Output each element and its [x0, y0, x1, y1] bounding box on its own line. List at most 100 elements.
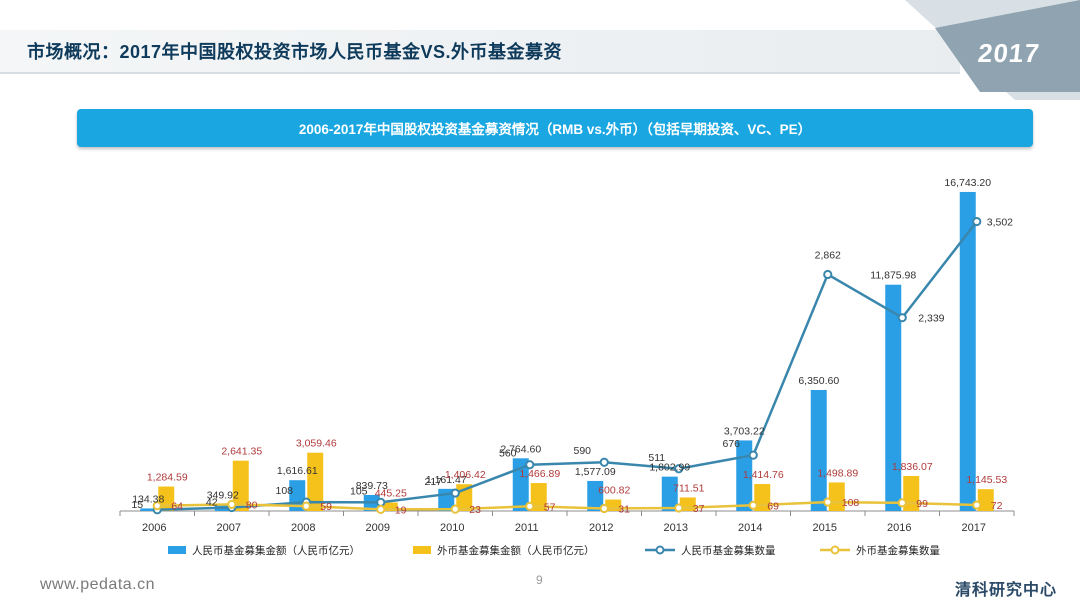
chart-title-bar: 2006-2017年中国股权投资基金募资情况（RMB vs.外币）（包括早期投资…: [77, 109, 1033, 147]
rmb-amount-label: 3,703.22: [724, 425, 765, 437]
rmb-count-label: 108: [275, 485, 293, 497]
fx-amount-label: 711.51: [673, 482, 704, 494]
rmb-count-label: 511: [648, 452, 665, 464]
rmb-amount-label: 1,577.09: [575, 466, 616, 478]
fx-count-label: 108: [842, 497, 860, 509]
rmb-amount-label: 134.38: [132, 493, 164, 505]
rmb-count-point: [599, 457, 609, 467]
page-number: 9: [536, 573, 543, 587]
chart-title: 2006-2017年中国股权投资基金募资情况（RMB vs.外币）（包括早期投资…: [298, 122, 812, 137]
fx-amount-label: 1,284.59: [147, 472, 188, 484]
fx-count-point: [599, 503, 609, 514]
x-tick-label: 2007: [217, 522, 241, 534]
fx-amount-bar: [530, 483, 547, 511]
legend-rmb-count-label: 人民币基金募集数量: [681, 544, 776, 557]
title-bar: [0, 30, 960, 72]
rmb-amount-bar: [885, 284, 902, 511]
fx-count-point: [897, 498, 907, 508]
x-tick-label: 2017: [962, 522, 986, 534]
fx-count-label: 57: [544, 501, 556, 513]
rmb-count-line: [157, 220, 978, 512]
rmb-count-point: [897, 313, 907, 323]
title-underline: [0, 72, 960, 74]
rmb-count-label: 2,862: [815, 249, 841, 261]
legend-rmb-amount-label: 人民币基金募集金额（人民币亿元）: [192, 544, 360, 557]
rmb-amount-bar: [140, 508, 157, 511]
fx-amount-bar: [977, 489, 994, 511]
rmb-count-label: 590: [573, 445, 591, 457]
fx-count-point: [674, 503, 684, 513]
fx-amount-label: 1,406.42: [445, 469, 486, 481]
fx-amount-label: 1,466.89: [519, 468, 560, 480]
fx-count-point: [301, 501, 311, 511]
footer-url[interactable]: www.pedata.cn: [40, 576, 156, 593]
x-tick-label: 2013: [664, 522, 688, 534]
legend-rmb-amount-swatch: [168, 546, 186, 554]
fx-count-label: 23: [469, 504, 481, 516]
x-tick-label: 2014: [738, 522, 762, 534]
x-tick-label: 2016: [887, 522, 911, 534]
legend-fx-amount-swatch: [413, 546, 431, 554]
rmb-amount-label: 16,743.20: [944, 177, 991, 189]
rmb-count-point: [823, 269, 833, 280]
rmb-count-label: 105: [350, 485, 368, 497]
fx-amount-label: 1,836.07: [892, 461, 933, 473]
fx-count-point: [972, 500, 982, 510]
fx-count-point: [152, 501, 162, 511]
legend-fx-count-swatch-point: [830, 545, 840, 555]
fx-amount-label: 600.82: [598, 485, 630, 497]
x-tick-label: 2015: [813, 522, 837, 534]
fx-count-label: 37: [693, 503, 705, 515]
fx-count-label: 59: [320, 501, 332, 513]
rmb-amount-label: 1,161.47: [426, 474, 467, 486]
rmb-amount-label: 839.73: [356, 480, 388, 492]
rmb-amount-bar: [959, 191, 976, 511]
fx-count-line: [157, 500, 977, 511]
rmb-amount-bar: [810, 389, 827, 511]
fx-count-label: 19: [395, 504, 407, 516]
rmb-count-point: [748, 450, 758, 460]
fx-amount-label: 1,498.89: [817, 467, 858, 479]
legend-fx-amount-label: 外币基金募集金额（人民币亿元）: [437, 544, 595, 557]
rmb-amount-label: 11,875.98: [870, 270, 916, 282]
fx-amount-label: 1,414.76: [743, 469, 784, 481]
fx-count-label: 72: [991, 500, 1003, 512]
fx-amount-label: 445.25: [375, 488, 407, 500]
rmb-count-label: 560: [499, 448, 517, 460]
rmb-count-label: 676: [722, 438, 740, 450]
rmb-count-label: 217: [424, 476, 442, 488]
x-tick-label: 2012: [589, 522, 613, 534]
rmb-amount-label: 2,764.60: [500, 443, 541, 455]
rmb-count-label: 3,502: [987, 217, 1013, 229]
fx-count-label: 99: [916, 498, 928, 510]
fx-amount-bar: [605, 499, 622, 511]
rmb-count-point: [972, 216, 982, 227]
fx-count-label: 31: [618, 503, 630, 515]
page-title: 市场概况：2017年中国股权投资市场人民币基金VS.外币基金募资: [27, 42, 563, 62]
fx-amount-bar: [307, 452, 324, 511]
rmb-amount-label: 349.92: [207, 489, 239, 501]
rmb-amount-bar: [587, 480, 604, 511]
fx-count-label: 80: [246, 499, 258, 511]
footer-logo: 清科研究中心: [955, 582, 1058, 599]
rmb-amount-bar: [661, 476, 678, 511]
rmb-count-label: 2,339: [918, 313, 944, 325]
rmb-count-point: [674, 464, 684, 474]
fx-count-point: [823, 497, 833, 507]
fx-count-point: [748, 500, 758, 510]
x-tick-label: 2008: [291, 522, 315, 534]
fx-amount-bar: [381, 502, 398, 511]
rmb-count-label: 42: [206, 497, 218, 509]
rmb-count-point: [525, 460, 535, 470]
x-tick-label: 2011: [515, 522, 539, 534]
x-tick-label: 2009: [366, 522, 390, 534]
fx-count-point: [376, 504, 386, 515]
rmb-amount-label: 1,616.61: [277, 465, 318, 477]
rmb-count-point: [450, 488, 460, 498]
fx-count-label: 64: [171, 501, 183, 513]
fx-count-label: 69: [767, 500, 779, 512]
fx-count-point: [450, 504, 460, 514]
fx-amount-bar: [232, 460, 249, 511]
rmb-count-label: 15: [131, 499, 143, 511]
